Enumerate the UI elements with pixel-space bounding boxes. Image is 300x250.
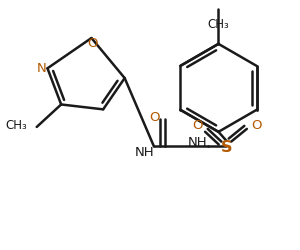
- Text: CH₃: CH₃: [5, 118, 27, 131]
- Text: S: S: [220, 140, 232, 154]
- Text: NH: NH: [134, 145, 154, 158]
- Text: O: O: [150, 110, 160, 123]
- Text: NH: NH: [188, 136, 208, 148]
- Text: O: O: [87, 37, 98, 50]
- Text: CH₃: CH₃: [208, 18, 230, 30]
- Text: O: O: [193, 118, 203, 131]
- Text: N: N: [37, 62, 46, 74]
- Text: O: O: [251, 118, 262, 131]
